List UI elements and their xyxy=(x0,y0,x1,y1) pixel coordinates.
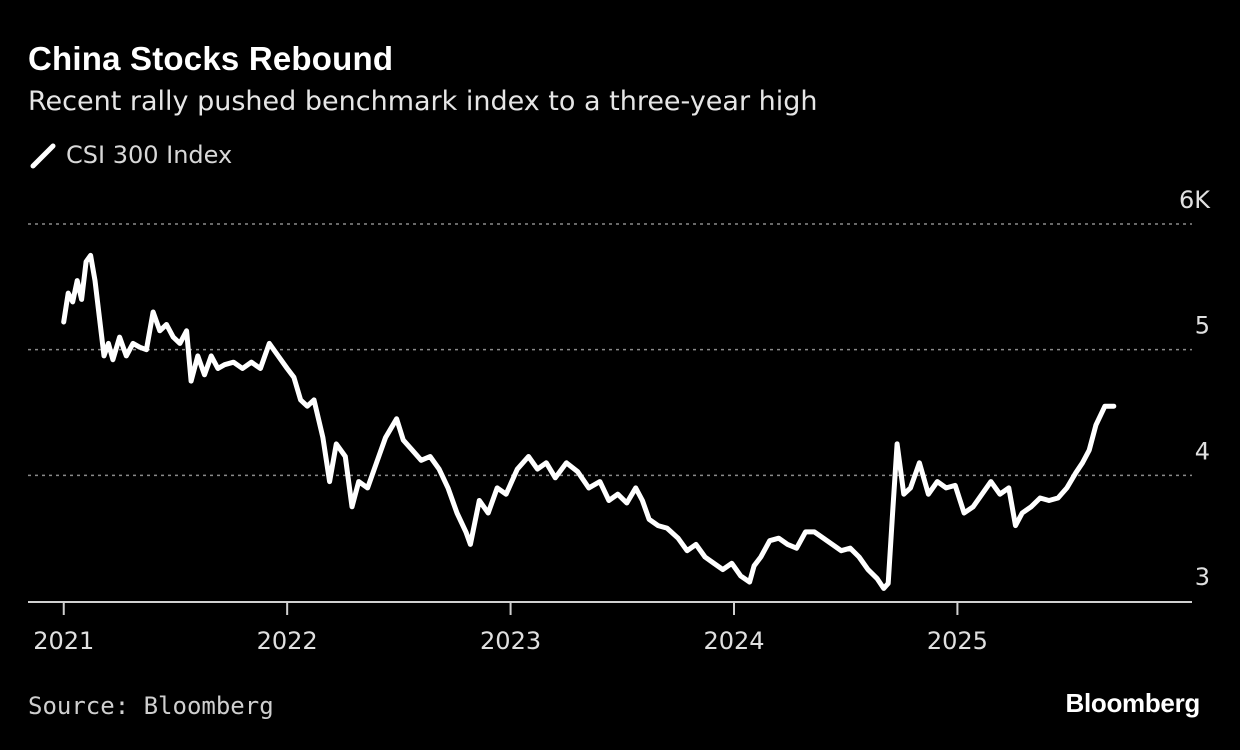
x-tick-label: 2024 xyxy=(703,627,764,655)
line-swatch-icon xyxy=(30,143,56,169)
y-axis-labels: 3 4 5 6K xyxy=(1179,186,1211,591)
bloomberg-logo: Bloomberg xyxy=(1065,688,1200,718)
series-line-0 xyxy=(61,252,1117,591)
x-tick-label: 2021 xyxy=(33,627,94,655)
legend-label: CSI 300 Index xyxy=(66,141,233,169)
grid-lines xyxy=(28,223,1192,477)
x-axis-labels: 2021 2022 2023 2024 2025 xyxy=(33,627,988,655)
x-tick-label: 2022 xyxy=(257,627,318,655)
y-tick-label: 4 xyxy=(1195,437,1210,465)
x-axis xyxy=(28,601,1192,615)
y-tick-label: 3 xyxy=(1195,563,1210,591)
y-tick-label: 6K xyxy=(1179,186,1211,214)
x-tick-label: 2025 xyxy=(927,627,988,655)
y-tick-label: 5 xyxy=(1195,312,1210,340)
legend: CSI 300 Index xyxy=(28,140,232,170)
source-note: Source: Bloomberg xyxy=(28,692,274,720)
chart-subtitle: Recent rally pushed benchmark index to a… xyxy=(28,86,818,117)
x-tick-label: 2023 xyxy=(480,627,541,655)
series-layer xyxy=(61,252,1117,591)
chart-title: China Stocks Rebound xyxy=(28,40,394,77)
